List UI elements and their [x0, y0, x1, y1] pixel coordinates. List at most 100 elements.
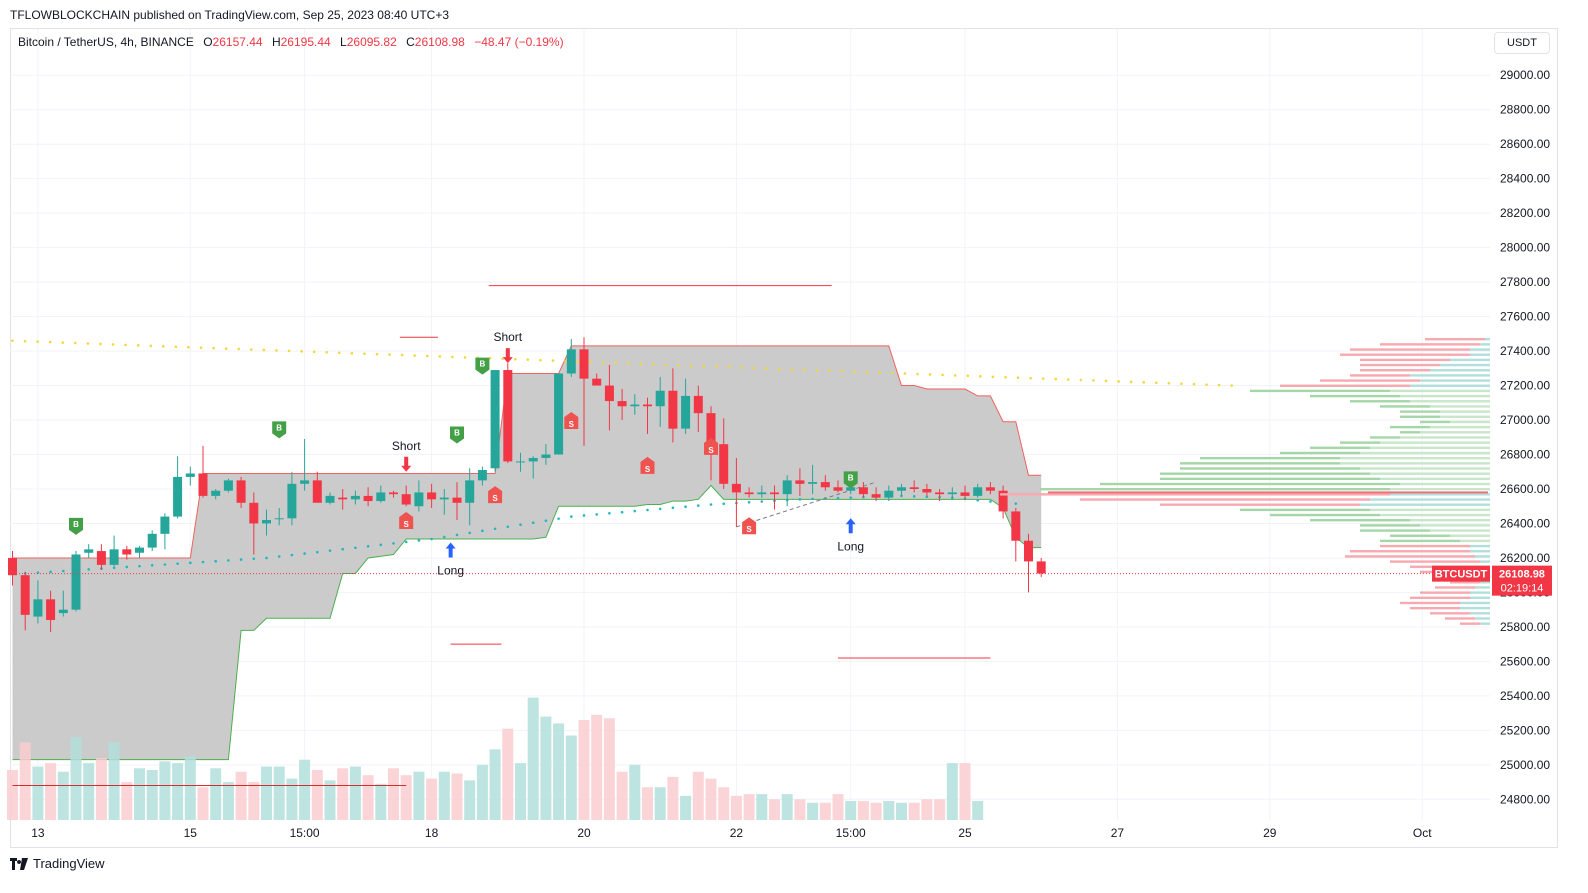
- ema-dot: [1217, 383, 1221, 387]
- trail-dot: [506, 525, 510, 529]
- vp-bar-secondary: [1470, 353, 1490, 356]
- volume-bar: [908, 802, 920, 820]
- candle-body: [985, 487, 995, 491]
- vp-bar-primary: [1400, 415, 1440, 418]
- vp-bar-secondary: [1440, 363, 1490, 367]
- buy-badge-shape: [272, 421, 287, 439]
- vp-bar-primary: [1270, 513, 1380, 517]
- close-value: 26108.98: [414, 35, 465, 49]
- ema-dot: [878, 371, 882, 374]
- candle-body: [528, 457, 538, 462]
- vp-bar-primary: [1000, 493, 1390, 496]
- vp-bar-secondary: [1360, 451, 1490, 455]
- trail-dot: [392, 542, 395, 545]
- vp-bar-primary: [1080, 498, 1370, 501]
- y-tick-label: 28000.00: [1500, 241, 1550, 255]
- trail-dot: [125, 565, 129, 569]
- trail-dot: [989, 500, 992, 503]
- volume-bar: [413, 771, 425, 820]
- vp-bar-primary: [1345, 555, 1475, 558]
- candle-body: [401, 494, 411, 505]
- currency-button[interactable]: USDT: [1494, 32, 1550, 54]
- volume-bar: [159, 761, 171, 820]
- ema-dot: [1079, 378, 1083, 382]
- symbol-label[interactable]: Bitcoin / TetherUS, 4h, BINANCE: [18, 35, 194, 49]
- vp-bar-primary: [1160, 503, 1360, 506]
- trail-dot: [252, 557, 256, 561]
- volume-bar: [426, 778, 438, 820]
- candle-body: [960, 492, 970, 496]
- x-tick-label: 15: [184, 826, 198, 840]
- signal-letter: B: [848, 473, 854, 482]
- candle-body: [719, 444, 729, 484]
- volume-bar: [870, 802, 882, 820]
- vp-bar-secondary: [1475, 555, 1490, 558]
- trail-dot: [316, 550, 319, 554]
- vp-bar-secondary: [1410, 384, 1490, 387]
- volume-bar: [197, 787, 209, 820]
- ema-dot: [526, 358, 530, 361]
- ema-dot: [513, 357, 517, 361]
- vp-bar-secondary: [1400, 436, 1490, 439]
- trail-dot: [671, 506, 675, 510]
- volume-bar: [832, 794, 844, 820]
- x-tick-label: 25: [958, 826, 972, 840]
- trail-dot: [912, 495, 916, 498]
- ema-dot: [1016, 376, 1020, 380]
- x-tick-label: 13: [31, 826, 45, 840]
- candle-body: [223, 480, 233, 491]
- volume-bar: [819, 802, 831, 820]
- footer-brand[interactable]: TradingView: [10, 856, 105, 871]
- volume-bar: [794, 799, 806, 820]
- vp-bar-secondary: [1470, 550, 1490, 553]
- volume-bar: [642, 787, 653, 820]
- ema-dot: [614, 361, 618, 365]
- volume-bar: [19, 742, 31, 820]
- volume-bar: [324, 780, 336, 820]
- sell-signal-badge: S: [488, 486, 503, 504]
- trail-dot: [836, 496, 840, 500]
- buy-badge-shape: [843, 471, 858, 489]
- vp-bar-primary: [1445, 617, 1475, 620]
- sell-badge-shape: [704, 437, 718, 455]
- ema-dot: [715, 365, 718, 368]
- candle-body: [414, 492, 424, 507]
- candle-body: [516, 461, 525, 463]
- trail-dot: [328, 549, 332, 552]
- ema-dot: [1205, 383, 1208, 386]
- candle-body: [363, 495, 373, 502]
- trail-dot: [519, 523, 522, 527]
- y-tick-label: 26600.00: [1500, 482, 1550, 496]
- vp-bar-secondary: [1475, 586, 1490, 589]
- trail-dot: [925, 495, 929, 499]
- trail-dot: [1014, 502, 1018, 505]
- signal-letter: B: [73, 520, 79, 529]
- ema-dot: [350, 351, 354, 355]
- ema-dot: [601, 361, 605, 364]
- trail-dot: [633, 509, 637, 513]
- ema-dot: [1029, 376, 1032, 380]
- vp-bar-secondary: [1470, 544, 1490, 548]
- candle-body: [757, 492, 767, 495]
- volume-bar: [515, 763, 526, 820]
- volume-bar: [286, 778, 298, 820]
- volume-bar: [362, 775, 374, 820]
- short-label: Short: [493, 330, 522, 344]
- countdown-tag: 02:19:14: [1501, 583, 1544, 595]
- candle-body: [731, 483, 741, 493]
- ema-dot: [300, 350, 303, 353]
- ema-dot: [928, 373, 932, 376]
- y-tick-label: 25000.00: [1500, 758, 1550, 772]
- ema-dot: [576, 360, 580, 363]
- ema-dot: [174, 345, 178, 349]
- ema-dot: [48, 340, 52, 344]
- short-arrow-icon: [401, 456, 412, 472]
- volume-bar: [781, 794, 793, 820]
- volume-bar: [705, 778, 717, 820]
- ema-dot: [36, 340, 39, 343]
- trail-dot: [112, 566, 116, 570]
- trail-dot: [379, 543, 383, 547]
- y-tick-label: 28800.00: [1500, 103, 1550, 117]
- candle-body: [185, 473, 195, 477]
